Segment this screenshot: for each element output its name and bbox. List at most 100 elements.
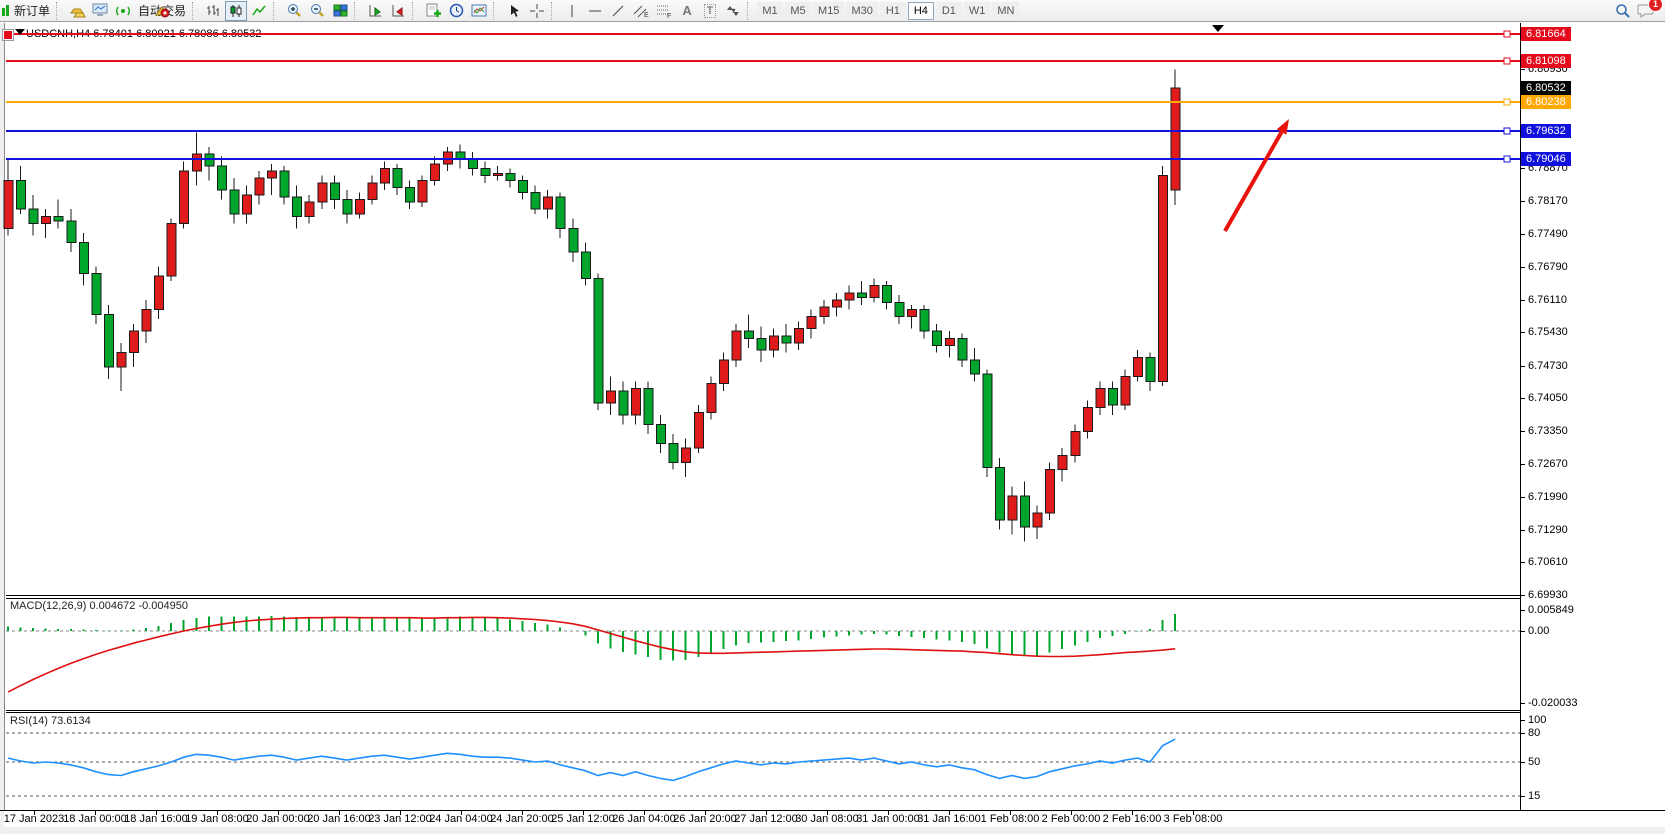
text-button[interactable]: A bbox=[676, 1, 698, 21]
clock-icon bbox=[449, 3, 463, 18]
price-line-label: 6.79632 bbox=[1521, 124, 1571, 139]
time-tick-label: 26 Jan 20:00 bbox=[673, 813, 737, 825]
time-tick-mark bbox=[339, 811, 340, 815]
bar-chart-button[interactable] bbox=[202, 1, 224, 21]
toolbar-separator bbox=[493, 1, 500, 20]
indicators-button[interactable]: ▾ bbox=[422, 1, 444, 21]
line-chart-button[interactable] bbox=[248, 1, 270, 21]
one-click-trading-marker[interactable] bbox=[2, 29, 14, 41]
price-tick-mark bbox=[1521, 267, 1525, 269]
price-tick-label: 6.76790 bbox=[1528, 261, 1568, 274]
vertical-line-icon bbox=[571, 4, 573, 17]
equidistant-channel-button[interactable]: E bbox=[630, 1, 652, 21]
time-tick-mark bbox=[1071, 811, 1072, 815]
price-tick-label: 6.74730 bbox=[1528, 359, 1568, 372]
crosshair-icon bbox=[530, 3, 545, 18]
auto-trading-button[interactable]: 自动交易 bbox=[135, 1, 189, 21]
timeframe-m1[interactable]: M1 bbox=[757, 1, 784, 20]
time-tick-mark bbox=[522, 811, 523, 815]
toolbar-separator bbox=[192, 1, 199, 20]
timeframe-m30[interactable]: M30 bbox=[846, 1, 878, 20]
time-tick-mark bbox=[278, 811, 279, 815]
search-button[interactable] bbox=[1612, 1, 1634, 21]
market-watch-button[interactable] bbox=[66, 1, 88, 21]
time-tick-label: 20 Jan 16:00 bbox=[307, 813, 371, 825]
timeframe-group: M1 M5 M15 M30 H1 H4 D1 W1 MN bbox=[757, 1, 1020, 20]
trendline-button[interactable] bbox=[607, 1, 629, 21]
timeframe-mn[interactable]: MN bbox=[992, 1, 1020, 20]
time-tick-label: 24 Jan 04:00 bbox=[429, 813, 493, 825]
time-tick-label: 20 Jan 00:00 bbox=[246, 813, 310, 825]
rsi-axis-label: 50 bbox=[1528, 756, 1541, 768]
toolbar-separator bbox=[354, 1, 361, 20]
timeframe-m15[interactable]: M15 bbox=[813, 1, 845, 20]
price-tick-label: 6.72670 bbox=[1528, 458, 1568, 470]
time-tick-label: 24 Jan 20:00 bbox=[490, 813, 554, 825]
price-line-label: 6.79046 bbox=[1521, 152, 1571, 167]
price-tick-mark bbox=[1521, 464, 1525, 465]
tile-windows-button[interactable] bbox=[329, 1, 351, 21]
time-tick-mark bbox=[1132, 811, 1133, 815]
price-tick-label: 6.75430 bbox=[1528, 326, 1568, 339]
text-label-button[interactable]: T bbox=[699, 1, 721, 21]
window-left-edge bbox=[4, 23, 5, 810]
macd-indicator-chart[interactable] bbox=[6, 598, 1520, 710]
price-axis-line bbox=[1520, 23, 1521, 810]
new-order-button[interactable]: 新订单 bbox=[11, 1, 53, 21]
templates-icon bbox=[471, 4, 487, 17]
time-tick-label: 2 Feb 16:00 bbox=[1102, 813, 1162, 825]
periods-button[interactable]: ▾ bbox=[445, 1, 467, 21]
rsi-value: 73.6134 bbox=[50, 715, 91, 727]
signals-button[interactable] bbox=[112, 1, 134, 21]
time-tick-label: 18 Jan 00:00 bbox=[63, 813, 127, 825]
timeframe-w1[interactable]: W1 bbox=[963, 1, 991, 20]
price-tick-label: 6.77490 bbox=[1528, 227, 1568, 240]
candlestick-chart-button[interactable] bbox=[225, 0, 248, 21]
timeframe-m5[interactable]: M5 bbox=[785, 1, 812, 20]
timeframe-h1[interactable]: H1 bbox=[879, 1, 906, 20]
fibonacci-button[interactable]: F bbox=[653, 1, 675, 21]
vertical-line-button[interactable] bbox=[561, 1, 583, 21]
time-tick-mark bbox=[1010, 811, 1011, 815]
time-tick-mark bbox=[34, 811, 35, 815]
macd-panel-border-top bbox=[6, 598, 1520, 599]
time-tick-mark bbox=[217, 811, 218, 815]
horizontal-line-button[interactable] bbox=[584, 1, 606, 21]
monitor-icon bbox=[92, 3, 108, 16]
arrows-dropdown-caret[interactable]: ▾ bbox=[731, 6, 736, 15]
rsi-tick-mark bbox=[1521, 796, 1525, 797]
time-tick-label: 18 Jan 16:00 bbox=[124, 813, 188, 825]
time-tick-mark bbox=[949, 811, 950, 815]
crosshair-button[interactable] bbox=[526, 1, 548, 21]
auto-scroll-button[interactable] bbox=[364, 1, 386, 21]
price-tick-mark bbox=[1521, 365, 1525, 367]
price-tick-label: 6.71290 bbox=[1528, 523, 1568, 536]
equidistant-channel-icon: E bbox=[633, 5, 649, 19]
zoom-in-button[interactable] bbox=[283, 1, 305, 21]
arrows-button[interactable]: ▾ bbox=[722, 1, 744, 21]
macd-panel-divider[interactable] bbox=[6, 710, 1520, 711]
time-tick-label: 27 Jan 12:00 bbox=[734, 813, 798, 825]
candlestick-chart-icon bbox=[230, 4, 242, 17]
chart-shift-button[interactable] bbox=[387, 1, 409, 21]
time-tick-label: 25 Jan 12:00 bbox=[551, 813, 615, 825]
time-tick-label: 17 Jan 2023 bbox=[3, 813, 65, 825]
price-line-label: 6.81098 bbox=[1521, 54, 1571, 69]
timeframe-d1[interactable]: D1 bbox=[935, 1, 962, 20]
gold-ingot-icon bbox=[70, 8, 86, 17]
templates-button[interactable]: ▾ bbox=[468, 1, 490, 21]
terminal-button[interactable] bbox=[89, 1, 111, 21]
cursor-button[interactable] bbox=[503, 1, 525, 21]
zoom-out-button[interactable] bbox=[306, 1, 328, 21]
symbol-dropdown-caret[interactable] bbox=[15, 29, 25, 35]
macd-value: 0.004672 bbox=[89, 600, 136, 612]
main-panel-divider[interactable] bbox=[6, 595, 1520, 596]
main-price-chart[interactable] bbox=[3, 23, 1520, 596]
zoom-in-icon bbox=[287, 4, 301, 17]
price-tick-mark bbox=[1521, 431, 1525, 433]
chat-button[interactable]: 1 bbox=[1635, 0, 1663, 21]
rsi-indicator-chart[interactable] bbox=[6, 712, 1520, 809]
time-tick-mark bbox=[827, 811, 828, 815]
timeframe-h4[interactable]: H4 bbox=[907, 1, 934, 20]
